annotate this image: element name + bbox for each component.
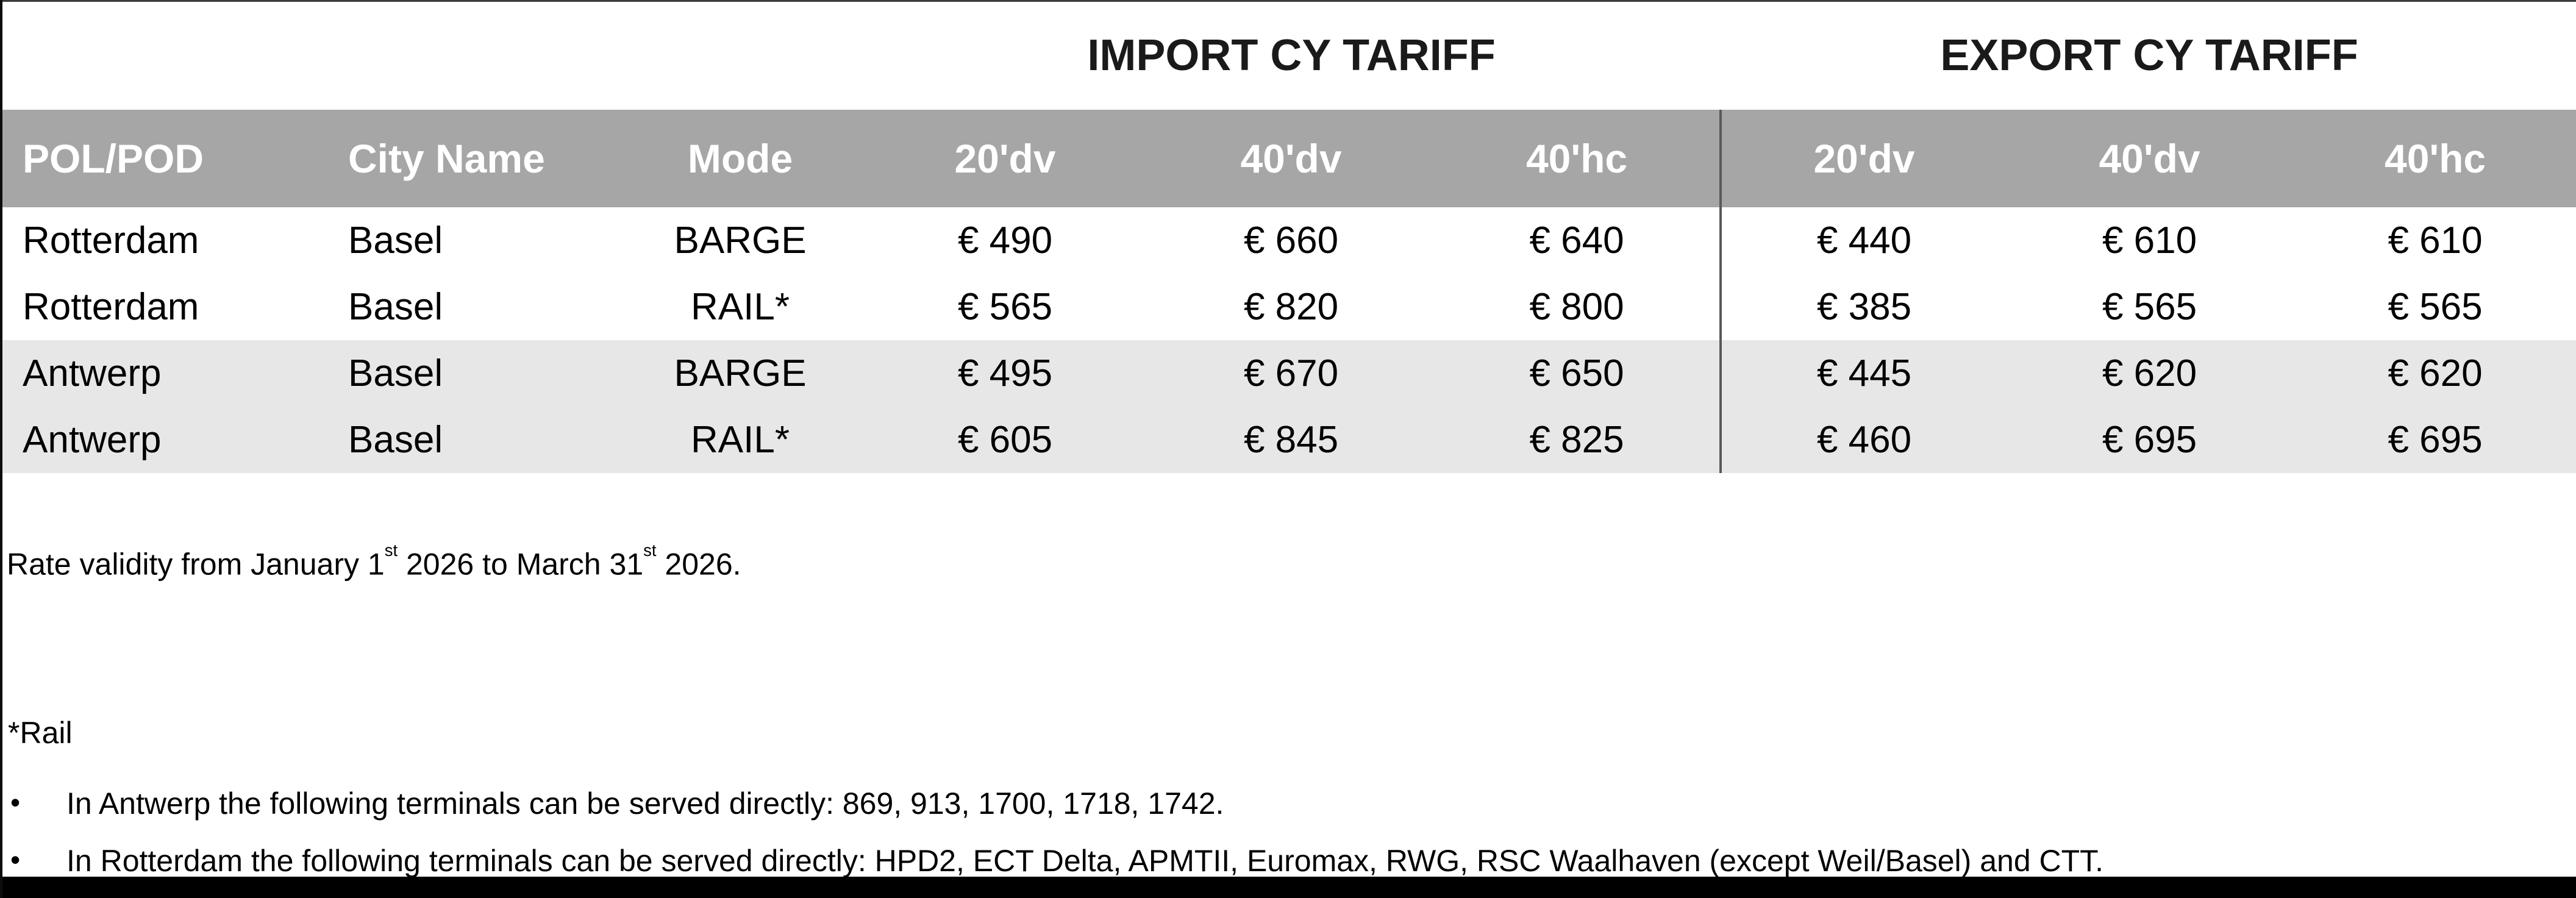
pol-cell: Antwerp <box>2 340 344 407</box>
mode-cell: RAIL* <box>618 273 863 340</box>
import-40dv-cell: € 670 <box>1148 340 1435 407</box>
export-section-title: EXPORT CY TARIFF <box>1721 1 2576 110</box>
export-20dv-cell: € 445 <box>1719 340 2007 407</box>
import-40hc-cell: € 640 <box>1434 207 1721 274</box>
mode-cell: RAIL* <box>618 406 863 473</box>
col-header-export-20dv: 20'dv <box>1719 109 2007 207</box>
rail-footnote-label: *Rail <box>8 716 73 750</box>
import-40dv-cell: € 660 <box>1148 207 1435 274</box>
import-20dv-cell: € 490 <box>862 207 1149 274</box>
import-40hc-cell: € 800 <box>1434 273 1721 340</box>
city-cell: Basel <box>344 340 618 407</box>
col-header-import-40dv: 40'dv <box>1148 109 1435 207</box>
footnotes-section: Rate validity from January 1st 2026 to M… <box>2 541 2576 879</box>
import-40hc-cell: € 825 <box>1434 406 1721 473</box>
export-40dv-cell: € 695 <box>2007 406 2293 473</box>
export-20dv-cell: € 460 <box>1719 406 2007 473</box>
col-header-export-40hc: 40'hc <box>2292 109 2576 207</box>
export-40hc-cell: € 695 <box>2292 406 2576 473</box>
col-header-pol-pod: POL/POD <box>2 109 344 207</box>
ordinal-superscript: st <box>384 541 398 560</box>
export-20dv-cell: € 440 <box>1719 207 2007 274</box>
import-20dv-cell: € 495 <box>862 340 1149 407</box>
col-header-export-40dv: 40'dv <box>2007 109 2293 207</box>
col-header-import-40hc: 40'hc <box>1434 109 1721 207</box>
table-row: Antwerp Basel RAIL* € 605 € 845 € 825 € … <box>2 406 2576 473</box>
ordinal-superscript: st <box>643 541 657 560</box>
export-40hc-cell: € 565 <box>2292 273 2576 340</box>
list-item: In Antwerp the following terminals can b… <box>7 785 2576 821</box>
import-20dv-cell: € 605 <box>862 406 1149 473</box>
export-20dv-cell: € 385 <box>1719 273 2007 340</box>
city-cell: Basel <box>344 406 618 473</box>
city-cell: Basel <box>344 207 618 274</box>
pol-cell: Rotterdam <box>2 273 344 340</box>
title-spacer <box>2 1 863 110</box>
export-40hc-cell: € 610 <box>2292 207 2576 274</box>
list-item: In Rotterdam the following terminals can… <box>7 842 2576 878</box>
validity-text: Rate validity from January 1 <box>7 547 385 582</box>
title-row: IMPORT CY TARIFF EXPORT CY TARIFF <box>2 1 2576 110</box>
export-40dv-cell: € 565 <box>2007 273 2293 340</box>
city-cell: Basel <box>344 273 618 340</box>
import-40dv-cell: € 820 <box>1148 273 1435 340</box>
import-20dv-cell: € 565 <box>862 273 1149 340</box>
terminal-notes-list: In Antwerp the following terminals can b… <box>7 785 2576 878</box>
mode-cell: BARGE <box>618 340 863 407</box>
bottom-black-bar <box>2 877 2576 898</box>
pol-cell: Rotterdam <box>2 207 344 274</box>
mode-cell: BARGE <box>618 207 863 274</box>
rate-validity-note: Rate validity from January 1st 2026 to M… <box>7 541 2576 582</box>
col-header-mode: Mode <box>618 109 863 207</box>
col-header-city-name: City Name <box>344 109 618 207</box>
export-40hc-cell: € 620 <box>2292 340 2576 407</box>
tariff-table: IMPORT CY TARIFF EXPORT CY TARIFF POL/PO… <box>2 0 2576 473</box>
col-header-import-20dv: 20'dv <box>862 109 1149 207</box>
export-40dv-cell: € 620 <box>2007 340 2293 407</box>
table-row: Rotterdam Basel BARGE € 490 € 660 € 640 … <box>2 207 2576 274</box>
column-header-row: POL/POD City Name Mode 20'dv 40'dv 40'hc… <box>2 109 2576 207</box>
import-section-title: IMPORT CY TARIFF <box>862 1 1721 110</box>
import-40dv-cell: € 845 <box>1148 406 1435 473</box>
table-row: Rotterdam Basel RAIL* € 565 € 820 € 800 … <box>2 273 2576 340</box>
import-40hc-cell: € 650 <box>1434 340 1721 407</box>
validity-text: 2026 to March 31 <box>398 547 644 582</box>
table-row: Antwerp Basel BARGE € 495 € 670 € 650 € … <box>2 340 2576 407</box>
validity-text: 2026. <box>656 547 741 582</box>
pol-cell: Antwerp <box>2 406 344 473</box>
export-40dv-cell: € 610 <box>2007 207 2293 274</box>
